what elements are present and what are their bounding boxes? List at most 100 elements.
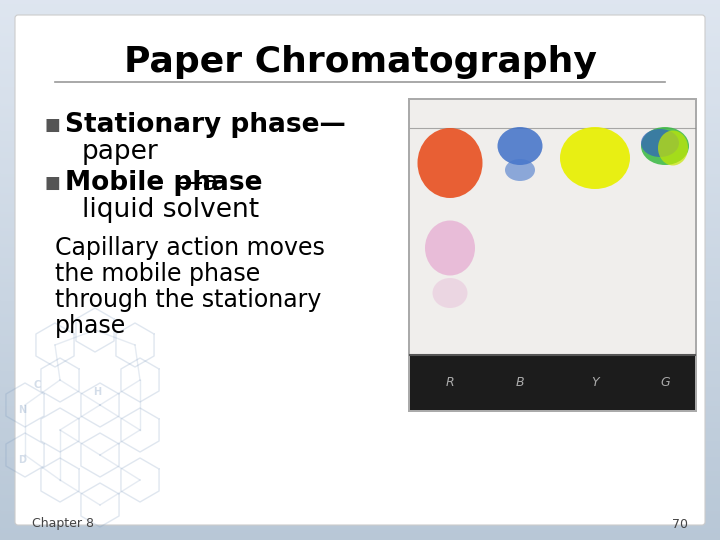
Ellipse shape — [641, 129, 679, 157]
Bar — [0, 126, 720, 130]
Bar — [0, 39, 720, 43]
Bar — [0, 485, 720, 489]
Bar — [0, 183, 720, 186]
Bar — [0, 417, 720, 421]
Bar — [0, 515, 720, 518]
Bar — [0, 272, 720, 275]
Bar — [0, 474, 720, 478]
Bar — [0, 299, 720, 302]
Bar — [0, 347, 720, 351]
Bar — [0, 396, 720, 400]
Ellipse shape — [658, 131, 688, 165]
Bar — [0, 245, 720, 248]
Bar — [0, 237, 720, 240]
Bar — [0, 120, 720, 124]
Bar — [0, 523, 720, 526]
Text: ■: ■ — [45, 116, 60, 134]
Bar — [0, 453, 720, 456]
Bar — [0, 210, 720, 213]
Bar — [0, 137, 720, 140]
Text: Y: Y — [591, 376, 599, 389]
Bar — [0, 15, 720, 19]
Bar — [0, 85, 720, 89]
Bar — [0, 380, 720, 383]
Bar — [0, 226, 720, 230]
Bar — [0, 156, 720, 159]
Bar — [0, 37, 720, 40]
Bar — [0, 463, 720, 467]
Bar — [0, 355, 720, 359]
Bar — [0, 69, 720, 73]
Bar — [0, 147, 720, 151]
Bar — [0, 501, 720, 505]
Bar — [0, 536, 720, 540]
Bar — [0, 88, 720, 92]
Bar — [0, 102, 720, 105]
Bar — [0, 274, 720, 278]
Bar — [0, 0, 720, 3]
Bar — [0, 91, 720, 94]
Bar — [0, 145, 720, 148]
Bar — [0, 490, 720, 494]
Bar — [0, 331, 720, 335]
Bar — [0, 61, 720, 65]
Bar — [0, 12, 720, 16]
Bar — [0, 469, 720, 472]
Bar — [0, 234, 720, 238]
Bar — [410, 355, 695, 410]
Bar — [0, 129, 720, 132]
Bar — [0, 7, 720, 11]
Bar — [0, 242, 720, 246]
Bar — [0, 21, 720, 24]
Bar — [0, 358, 720, 362]
Bar — [0, 83, 720, 86]
Bar — [0, 99, 720, 103]
Bar — [0, 166, 720, 170]
Bar — [0, 401, 720, 405]
Bar — [0, 512, 720, 516]
Bar — [0, 212, 720, 216]
Bar — [0, 164, 720, 167]
Bar — [0, 471, 720, 475]
Bar — [0, 42, 720, 46]
Bar — [0, 488, 720, 491]
Bar — [0, 196, 720, 200]
Bar — [0, 288, 720, 292]
Bar — [0, 153, 720, 157]
Bar — [0, 18, 720, 22]
Bar — [0, 204, 720, 208]
Bar — [0, 342, 720, 346]
Bar — [0, 255, 720, 259]
Bar — [408, 98, 697, 412]
Bar — [0, 218, 720, 221]
Text: phase: phase — [55, 314, 126, 338]
Bar — [0, 409, 720, 413]
Bar — [0, 77, 720, 81]
Bar — [0, 177, 720, 181]
Text: the mobile phase: the mobile phase — [55, 262, 260, 286]
Bar — [0, 423, 720, 427]
Bar — [0, 412, 720, 416]
Bar — [0, 480, 720, 483]
Bar — [0, 161, 720, 165]
Bar — [0, 293, 720, 297]
Bar — [0, 326, 720, 329]
Bar — [0, 461, 720, 464]
Bar — [0, 353, 720, 356]
Bar — [0, 382, 720, 386]
Bar — [0, 431, 720, 435]
Bar — [0, 29, 720, 32]
Text: —a: —a — [177, 170, 220, 196]
Bar — [0, 528, 720, 532]
Bar — [0, 372, 720, 375]
Text: ■: ■ — [45, 174, 60, 192]
Bar — [0, 517, 720, 521]
Bar — [0, 315, 720, 319]
Bar — [0, 345, 720, 348]
Bar — [0, 450, 720, 454]
Bar — [0, 118, 720, 122]
Text: 70: 70 — [672, 517, 688, 530]
Bar — [0, 258, 720, 262]
Ellipse shape — [418, 128, 482, 198]
Bar — [0, 269, 720, 273]
